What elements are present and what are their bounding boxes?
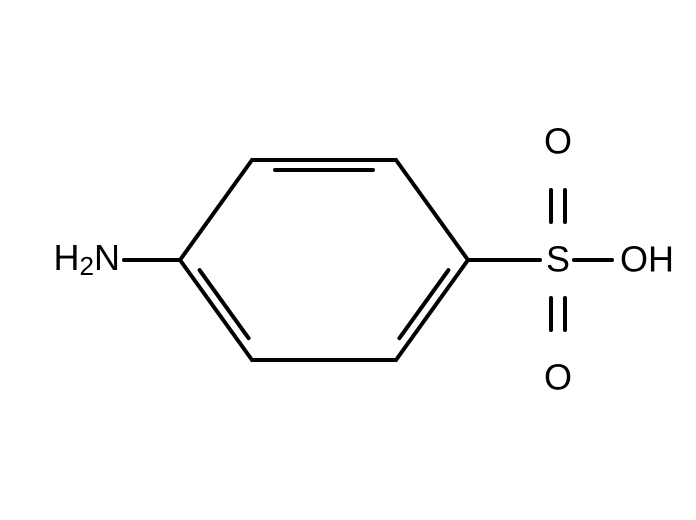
bond-line xyxy=(180,260,252,360)
oxygen-top-label: O xyxy=(544,121,572,162)
molecule-diagram: H2N S O O OH xyxy=(0,0,696,520)
bond-line xyxy=(396,160,468,260)
amine-label: H2N xyxy=(54,237,120,281)
sulfur-label: S xyxy=(546,239,570,280)
bond-line xyxy=(180,160,252,260)
oxygen-bottom-label: O xyxy=(544,357,572,398)
hydroxyl-label: OH xyxy=(620,239,674,280)
bond-line xyxy=(200,270,249,338)
bond-line xyxy=(396,260,468,360)
bond-line xyxy=(399,270,448,338)
